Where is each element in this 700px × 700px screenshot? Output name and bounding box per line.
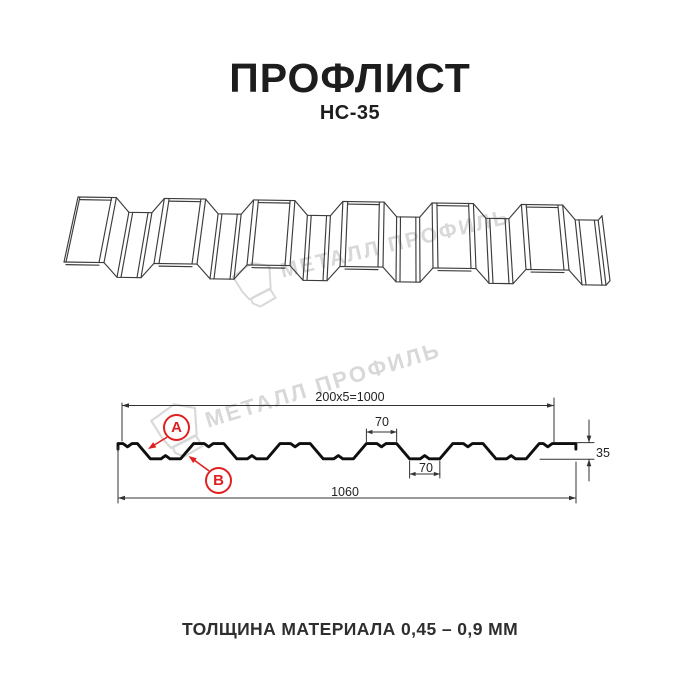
marker-a-letter: А	[171, 419, 182, 436]
dim-bottom-flange-label: 70	[419, 461, 433, 475]
dim-overall-width-label: 1060	[331, 485, 359, 499]
marker-a: А	[163, 414, 190, 441]
page-subtitle: НС-35	[319, 102, 381, 124]
material-thickness-note: ТОЛЩИНА МАТЕРИАЛА 0,45 – 0,9 ММ	[181, 619, 519, 639]
dim-height-label: 35	[596, 446, 610, 460]
marker-b: В	[205, 467, 232, 494]
page-title: ПРОФЛИСТ	[229, 55, 471, 101]
dim-working-width-label: 200x5=1000	[315, 390, 385, 404]
dim-top-flange-label: 70	[375, 415, 389, 429]
marker-b-letter: В	[213, 472, 224, 489]
